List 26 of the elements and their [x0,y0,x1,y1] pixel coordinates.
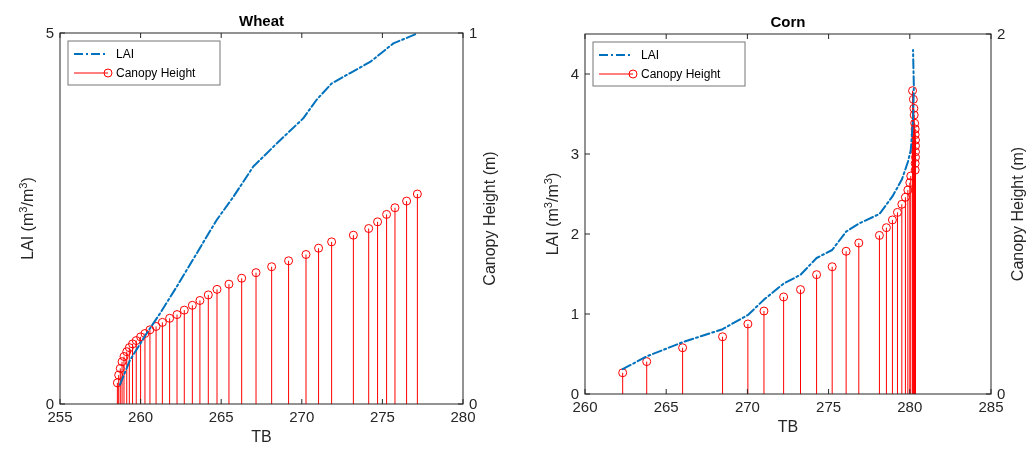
x-tick-label: 270 [289,408,315,425]
x-tick-label: 270 [734,398,760,415]
x-tick-label: 255 [47,408,73,425]
x-axis-title: TB [777,418,799,435]
x-tick-label: 275 [816,398,842,415]
legend-label: Canopy Height [641,67,722,81]
y-tick-label: 4 [570,65,579,82]
x-tick-label: 260 [128,408,154,425]
y-tick-label: 2 [570,225,579,242]
y-tick-label: 3 [570,145,579,162]
chart-title: Corn [770,13,806,30]
legend-label: LAI [116,47,135,61]
x-axis-title: TB [251,428,272,445]
y-tick-label: 5 [45,24,54,41]
y2-tick-label: 1 [469,24,478,41]
y-tick-label: 1 [570,305,579,322]
legend-label: Canopy Height [116,66,197,80]
y2-axis-title: Canopy Height (m) [481,151,498,286]
x-tick-label: 265 [208,408,234,425]
x-tick-label: 265 [653,398,679,415]
chart-title: Wheat [239,12,284,29]
y2-tick-label: 2 [997,25,1006,42]
x-tick-label: 275 [369,408,395,425]
y2-axis-title: Canopy Height (m) [1009,146,1026,282]
legend-label: LAI [641,48,660,62]
x-tick-label: 280 [897,398,923,415]
